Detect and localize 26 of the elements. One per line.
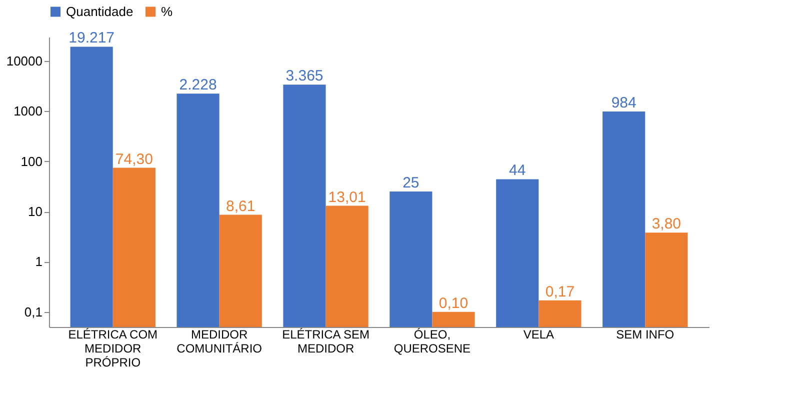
data-label: 984 [611,94,636,112]
data-label: 74,30 [115,150,153,168]
y-tick-label: 10000 [6,53,42,68]
x-tick-label: ELÉTRICA COM MEDIDOR PRÓPRIO [68,328,158,370]
data-label: 0,17 [545,283,575,300]
data-label: 19.217 [68,30,115,47]
data-label: 3,80 [652,216,682,233]
y-tick-label: 100 [20,154,42,169]
data-label: 3.365 [286,68,324,85]
data-label: 44 [509,162,526,180]
data-label: 25 [402,174,420,192]
y-tick-label: 10 [28,204,42,220]
x-tick-label: VELA [523,328,554,342]
x-tick-label: ÓLEO, QUEROSENE [394,328,471,356]
y-tick-label: 1000 [14,104,42,119]
data-label: 8,61 [226,198,256,215]
data-label: 2.228 [179,76,217,94]
y-tick-label: 1 [35,254,42,270]
x-tick-label: SEM INFO [616,328,674,342]
data-label: 13,01 [328,188,366,206]
x-tick-label: ELÉTRICA SEM MEDIDOR [282,328,370,356]
data-label: 0,10 [438,294,468,312]
x-tick-label: MEDIDOR COMUNITÁRIO [176,328,262,356]
legend-label: Quantidade [66,4,134,19]
legend-label: % [161,4,173,19]
y-tick-label: 0,1 [24,304,42,320]
